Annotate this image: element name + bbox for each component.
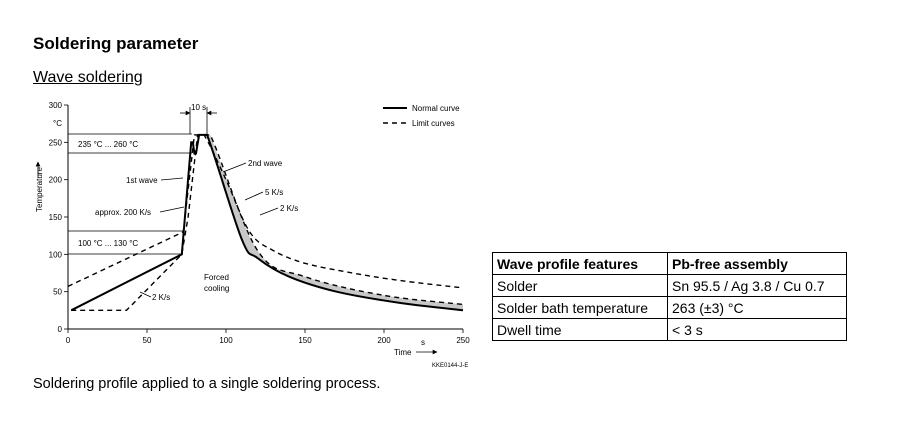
table-cell: Dwell time: [492, 318, 668, 341]
peak-range-label: 235 °C ... 260 °C: [78, 140, 138, 149]
y-tick-label: 150: [49, 213, 63, 222]
rate-2a-label: 2 K/s: [280, 204, 298, 213]
table-row: Solder Sn 95.5 / Ag 3.8 / Cu 0.7: [492, 274, 847, 297]
table-cell: Solder bath temperature: [492, 296, 668, 319]
y-tick-label: 200: [49, 176, 63, 185]
table-header-features: Wave profile features: [492, 252, 668, 275]
table-header-assembly: Pb-free assembly: [667, 252, 847, 275]
table-header-row: Wave profile features Pb-free assembly: [492, 252, 847, 275]
x-tick-label: 50: [143, 336, 152, 345]
ramp-leader: [159, 206, 185, 213]
x-tick-label: 0: [66, 336, 71, 345]
x-tick-label: 250: [456, 336, 470, 345]
table-cell: Solder: [492, 274, 668, 297]
y-tick-label: 0: [58, 325, 63, 334]
soldering-profile-chart: 0 50 100 150 200 250 300 0 50 100 150 200 250 °C Te…: [35, 101, 470, 369]
rate-5-label: 5 K/s: [265, 188, 283, 197]
cooling-band: [207, 134, 463, 311]
x-tick-label: 200: [377, 336, 391, 345]
y-unit-label: °C: [53, 119, 62, 128]
y-ticks: 0 50 100 150 200 250 300: [49, 101, 68, 334]
table-cell: 263 (±3) °C: [667, 296, 847, 319]
table-row: Dwell time < 3 s: [492, 318, 847, 341]
x-ticks: 0 50 100 150 200 250: [66, 329, 470, 345]
rate-2a-leader: [259, 207, 279, 216]
y-tick-label: 50: [53, 288, 62, 297]
y-axis-label: Temperature: [35, 167, 44, 212]
rate-2b-label: 2 K/s: [152, 293, 170, 302]
ramp-label: approx. 200 K/s: [95, 208, 151, 217]
x-axis-label: Time: [394, 348, 412, 357]
limit-curve-upper: [67, 134, 464, 289]
x-tick-label: 100: [219, 336, 233, 345]
preheat-range-label: 100 °C ... 130 °C: [78, 239, 138, 248]
y-tick-label: 300: [49, 101, 63, 110]
wave-profile-table: Wave profile features Pb-free assembly S…: [492, 252, 847, 341]
rate-2b-leader: [139, 291, 152, 298]
y-tick-label: 100: [49, 250, 63, 259]
limit-curve-lower: [71, 134, 464, 311]
first-wave-leader: [160, 177, 184, 181]
page-title: Soldering parameter: [33, 34, 199, 53]
legend-normal-label: Normal curve: [412, 104, 460, 113]
table-cell: Sn 95.5 / Ag 3.8 / Cu 0.7: [667, 274, 847, 297]
second-wave-leader: [222, 162, 247, 173]
legend-limit-label: Limit curves: [412, 119, 455, 128]
normal-curve: [70, 133, 464, 312]
figure-caption: Soldering profile applied to a single so…: [33, 376, 381, 392]
table-cell: < 3 s: [667, 318, 847, 341]
table-row: Solder bath temperature 263 (±3) °C: [492, 296, 847, 319]
section-subtitle: Wave soldering: [33, 69, 143, 86]
x-unit-label: s: [421, 338, 425, 347]
forced-cooling-label-1: Forced: [204, 273, 229, 282]
forced-cooling-label-2: cooling: [204, 284, 229, 293]
y-tick-label: 250: [49, 138, 63, 147]
figure-code: KKE0144-J-E: [432, 363, 468, 369]
first-wave-label: 1st wave: [126, 176, 158, 185]
second-wave-label: 2nd wave: [248, 159, 283, 168]
rate-5-leader: [244, 191, 264, 201]
peak-time-label: 10 s: [191, 103, 206, 112]
x-tick-label: 150: [298, 336, 312, 345]
